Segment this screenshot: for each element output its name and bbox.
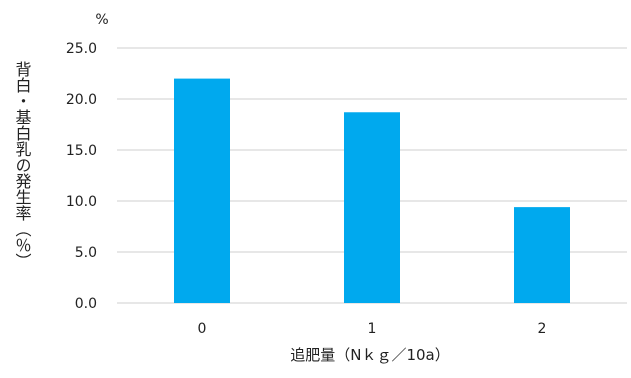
bars-layer [174, 78, 570, 303]
y-tick-label: 25.0 [66, 41, 97, 57]
y-axis-title: 背白・基白乳の発生率（％） [13, 61, 32, 269]
y-axis-unit-label: % [95, 12, 108, 28]
y-tick-label: 5.0 [75, 245, 97, 261]
y-tick-label: 0.0 [75, 296, 97, 312]
y-tick-labels: 0.0 5.0 10.0 15.0 20.0 25.0 [66, 41, 97, 312]
y-tick-label: 10.0 [66, 194, 97, 210]
x-tick-label: 0 [198, 321, 207, 337]
x-tick-labels: 0 1 2 [198, 321, 547, 337]
y-tick-label: 15.0 [66, 143, 97, 159]
x-tick-label: 2 [538, 321, 547, 337]
x-axis-title: 追肥量（Nｋｇ／10a） [290, 346, 450, 364]
bar-2 [514, 207, 570, 303]
x-tick-label: 1 [368, 321, 377, 337]
bar-0 [174, 78, 230, 303]
bar-1 [344, 112, 400, 303]
y-tick-label: 20.0 [66, 92, 97, 108]
